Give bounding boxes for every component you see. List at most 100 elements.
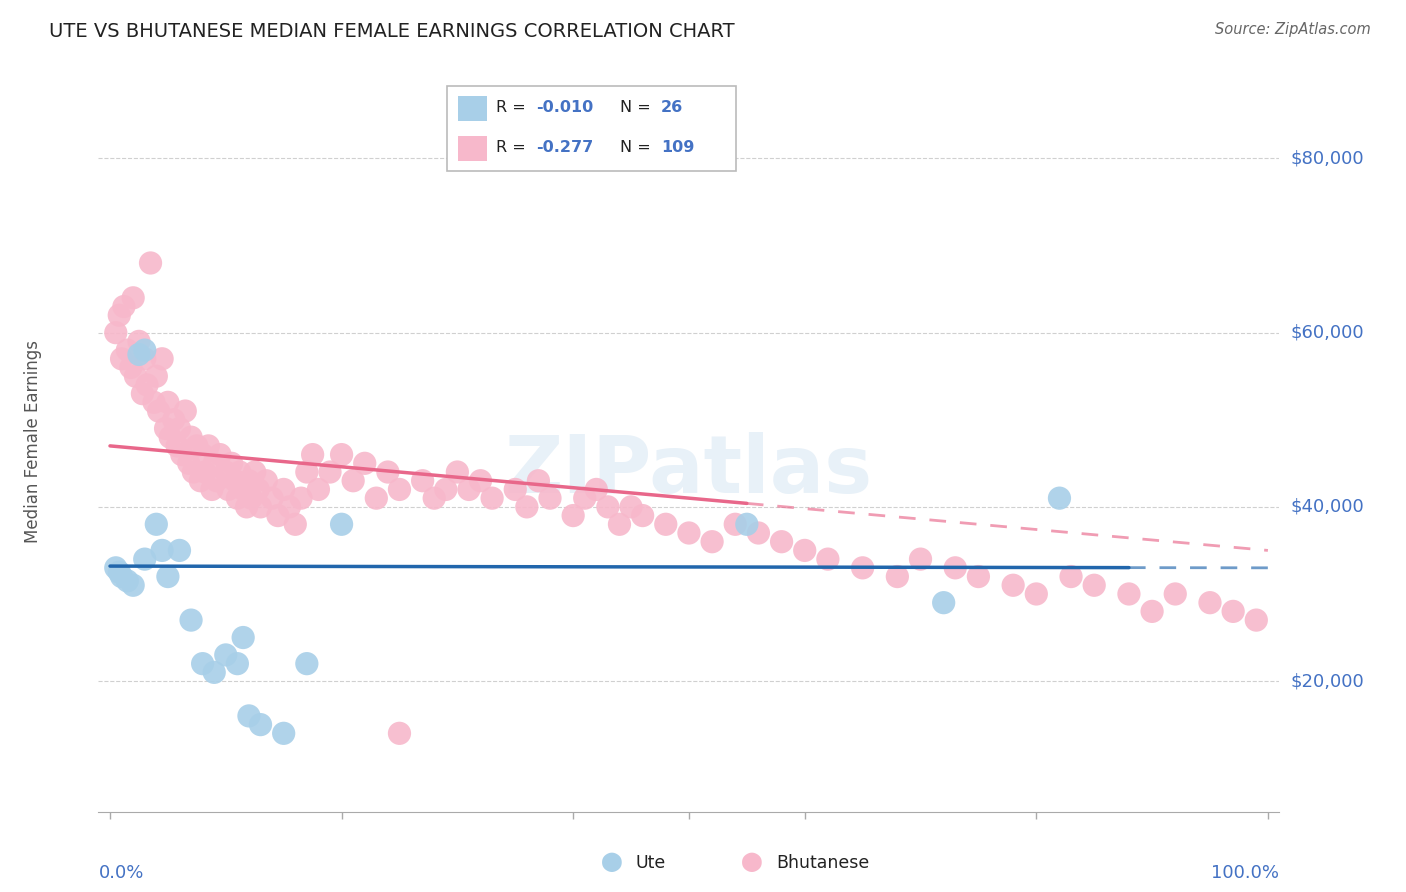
Point [134, 343, 156, 357]
Point [527, 474, 550, 488]
Point [388, 483, 411, 497]
Text: UTE VS BHUTANESE MEDIAN FEMALE EARNINGS CORRELATION CHART: UTE VS BHUTANESE MEDIAN FEMALE EARNINGS … [49, 22, 735, 41]
Point [145, 517, 167, 532]
Point [208, 448, 231, 462]
Point [180, 430, 202, 444]
Point [170, 448, 193, 462]
Point [943, 561, 966, 575]
Point [191, 657, 214, 671]
Point [596, 500, 619, 514]
Text: ⬤: ⬤ [600, 853, 623, 872]
Point [1025, 587, 1047, 601]
Point [366, 491, 388, 505]
Point [562, 508, 585, 523]
Point [240, 491, 263, 505]
Point [224, 474, 246, 488]
Point [243, 465, 266, 479]
Point [226, 491, 249, 505]
Text: ⬤: ⬤ [741, 853, 763, 872]
Point [238, 474, 260, 488]
Point [249, 500, 271, 514]
Point [655, 517, 678, 532]
Text: $60,000: $60,000 [1291, 324, 1364, 342]
Point [307, 483, 329, 497]
Point [538, 491, 561, 505]
Point [205, 474, 228, 488]
Point [770, 534, 793, 549]
Text: $20,000: $20,000 [1291, 672, 1364, 690]
Point [747, 526, 769, 541]
Point [197, 439, 219, 453]
Point [1083, 578, 1105, 592]
Point [446, 465, 468, 479]
Point [143, 395, 166, 409]
Text: 0.0%: 0.0% [98, 863, 143, 881]
Point [852, 561, 875, 575]
Text: 100.0%: 100.0% [1212, 863, 1279, 881]
Point [131, 386, 153, 401]
Point [516, 500, 538, 514]
Point [235, 500, 257, 514]
Point [163, 413, 186, 427]
Point [412, 474, 434, 488]
Point [700, 534, 723, 549]
Point [215, 648, 238, 662]
Point [117, 343, 139, 357]
Point [150, 351, 173, 366]
Point [254, 474, 277, 488]
Point [1118, 587, 1140, 601]
Point [221, 456, 243, 470]
Text: $40,000: $40,000 [1291, 498, 1364, 516]
Point [886, 569, 908, 583]
Point [148, 404, 170, 418]
Text: Source: ZipAtlas.com: Source: ZipAtlas.com [1215, 22, 1371, 37]
Point [1002, 578, 1025, 592]
Point [155, 421, 177, 435]
Point [423, 491, 446, 505]
Point [1222, 604, 1244, 618]
Point [353, 456, 375, 470]
Point [232, 631, 254, 645]
Point [273, 483, 295, 497]
Point [226, 657, 249, 671]
Point [194, 465, 217, 479]
Point [1060, 569, 1083, 583]
Point [458, 483, 481, 497]
Point [217, 483, 239, 497]
Point [609, 517, 631, 532]
Point [585, 483, 607, 497]
Point [724, 517, 747, 532]
Text: Ute: Ute [636, 855, 666, 872]
Point [128, 347, 150, 361]
Point [122, 578, 145, 592]
Text: ZIPatlas: ZIPatlas [505, 432, 873, 510]
Point [110, 569, 132, 583]
Point [267, 508, 290, 523]
Point [228, 465, 250, 479]
Point [104, 561, 127, 575]
Point [124, 369, 146, 384]
Text: Median Female Earnings: Median Female Earnings [24, 340, 42, 543]
Point [201, 483, 224, 497]
Point [574, 491, 596, 505]
Point [278, 500, 301, 514]
Point [932, 596, 955, 610]
Point [134, 351, 156, 366]
Point [273, 726, 295, 740]
Point [139, 256, 162, 270]
Point [967, 569, 990, 583]
Point [793, 543, 815, 558]
Point [238, 709, 260, 723]
Point [183, 465, 205, 479]
Point [136, 378, 159, 392]
Point [295, 657, 318, 671]
Point [117, 574, 139, 588]
Point [1049, 491, 1071, 505]
Point [631, 508, 654, 523]
Point [620, 500, 643, 514]
Point [262, 491, 284, 505]
Text: Bhutanese: Bhutanese [776, 855, 869, 872]
Text: $80,000: $80,000 [1291, 150, 1364, 168]
Point [186, 439, 208, 453]
Point [470, 474, 492, 488]
